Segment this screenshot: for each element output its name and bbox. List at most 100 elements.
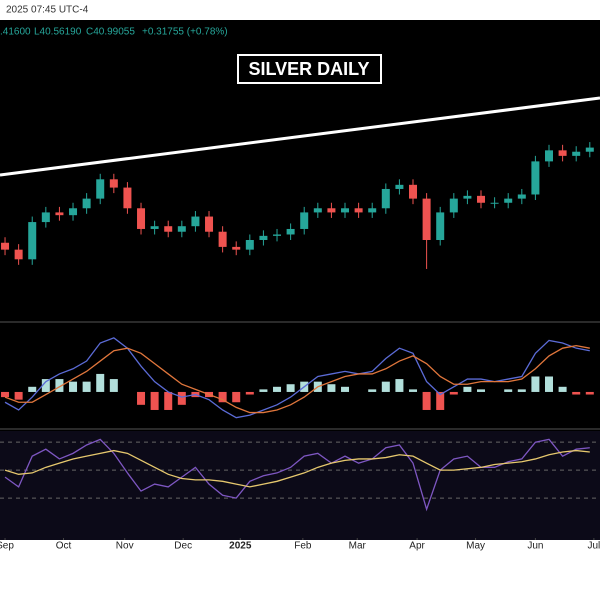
histogram-bar xyxy=(14,391,23,400)
histogram-bar xyxy=(463,386,472,392)
histogram-bar xyxy=(585,391,594,395)
candle-body xyxy=(517,194,526,199)
candle-body xyxy=(545,150,554,162)
histogram-bar xyxy=(1,391,10,398)
candle-body xyxy=(150,226,159,229)
histogram-bar xyxy=(259,389,268,392)
histogram-bar xyxy=(286,384,295,392)
histogram-bar xyxy=(531,376,540,392)
histogram-bar xyxy=(232,391,241,403)
candle-body xyxy=(327,208,336,213)
candle-body xyxy=(490,202,499,204)
candle-body xyxy=(395,184,404,189)
histogram-bar xyxy=(69,381,78,392)
x-tick-label: Jun xyxy=(527,541,543,552)
histogram-bar xyxy=(164,391,173,410)
candle-body xyxy=(123,187,132,209)
histogram-bar xyxy=(395,379,404,392)
x-tick-label: May xyxy=(466,541,485,552)
histogram-bar xyxy=(137,391,146,405)
histogram-bar xyxy=(245,391,254,395)
histogram-bar xyxy=(273,386,282,392)
histogram-bar xyxy=(504,389,513,392)
indicator-line xyxy=(4,449,590,488)
header-time: 2025 07:45 UTC-4 xyxy=(6,5,89,16)
candle-body xyxy=(205,216,214,232)
candle-body xyxy=(245,240,254,250)
candle-body xyxy=(232,246,241,250)
header-low: L40.56190 xyxy=(34,27,82,38)
histogram-bar xyxy=(449,391,458,395)
candle-body xyxy=(218,231,227,247)
candle-body xyxy=(14,249,23,260)
candle-body xyxy=(300,212,309,229)
candle-body xyxy=(572,151,581,156)
histogram-bar xyxy=(409,389,418,392)
histogram-bar xyxy=(55,379,64,392)
x-tick-label: Jul xyxy=(587,541,600,552)
histogram-bar xyxy=(477,389,486,392)
candle-body xyxy=(354,208,363,213)
histogram-bar xyxy=(545,376,554,392)
candle-body xyxy=(137,208,146,229)
candle-body xyxy=(96,179,105,199)
candle-body xyxy=(531,161,540,195)
candle-body xyxy=(558,150,567,156)
histogram-bar xyxy=(109,379,118,392)
header-change: +0.31755 (+0.78%) xyxy=(142,27,228,38)
candle-body xyxy=(449,198,458,213)
x-tick-label: Dec xyxy=(174,541,192,552)
histogram-bar xyxy=(218,391,227,403)
candle-body xyxy=(177,226,186,232)
x-tick-label: Apr xyxy=(409,541,425,552)
histogram-bar xyxy=(436,391,445,410)
histogram-bar xyxy=(177,391,186,405)
candle-body xyxy=(463,195,472,199)
chart-title: SILVER DAILY xyxy=(248,59,369,79)
indicator-line xyxy=(4,438,590,512)
candle-body xyxy=(69,208,78,216)
histogram-bar xyxy=(422,391,431,410)
candle-body xyxy=(55,212,64,216)
histogram-bar xyxy=(341,386,350,392)
header-open: .41600 xyxy=(0,27,31,38)
candle-body xyxy=(164,226,173,232)
x-tick-label: Nov xyxy=(116,541,134,552)
candle-body xyxy=(409,184,418,199)
histogram-bar xyxy=(368,389,377,392)
trend-line xyxy=(0,96,600,177)
candle-body xyxy=(585,147,594,152)
candle-body xyxy=(286,228,295,235)
candle-body xyxy=(504,198,513,203)
x-tick-label: Mar xyxy=(349,541,367,552)
header-close: C40.99055 xyxy=(86,27,135,38)
rsi-bg xyxy=(0,431,600,540)
histogram-bar xyxy=(327,384,336,392)
candle-body xyxy=(273,234,282,236)
candle-body xyxy=(191,216,200,227)
histogram-bar xyxy=(96,373,105,392)
candle-body xyxy=(381,188,390,209)
candle-body xyxy=(82,198,91,209)
x-tick-label: Sep xyxy=(0,541,14,552)
histogram-bar xyxy=(82,381,91,392)
candle-body xyxy=(436,212,445,240)
histogram-bar xyxy=(558,386,567,392)
histogram-bar xyxy=(381,381,390,392)
candle-body xyxy=(477,195,486,203)
x-tick-label: 2025 xyxy=(229,541,252,552)
candle-body xyxy=(422,198,431,240)
x-tick-label: Oct xyxy=(56,541,72,552)
title-box xyxy=(237,54,382,84)
candle-body xyxy=(368,208,377,213)
candle-body xyxy=(1,242,10,250)
candle-body xyxy=(313,208,322,213)
indicator-line xyxy=(4,344,590,414)
histogram-bar xyxy=(572,391,581,395)
candle-body xyxy=(259,235,268,240)
histogram-bar xyxy=(28,386,37,392)
candle-body xyxy=(28,222,37,260)
histogram-bar xyxy=(150,391,159,410)
candle-body xyxy=(41,212,50,223)
